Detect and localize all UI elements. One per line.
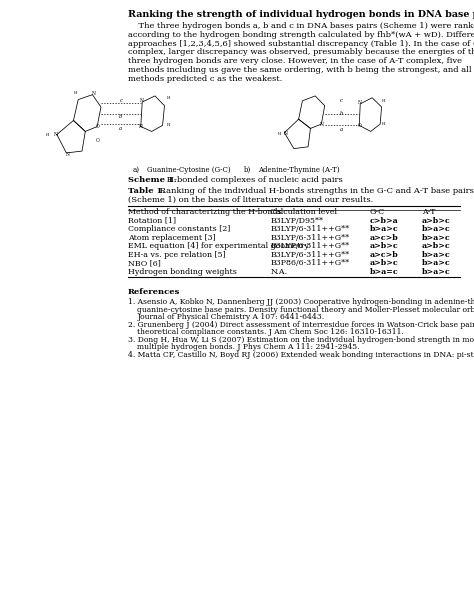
Text: b>a>c: b>a>c: [370, 225, 399, 233]
Text: 4. Matta CF, Castillo N, Boyd RJ (2006) Extended weak bonding interactions in DN: 4. Matta CF, Castillo N, Boyd RJ (2006) …: [128, 351, 474, 359]
Text: methods including us gave the same ordering, with b being the strongest, and all: methods including us gave the same order…: [128, 66, 472, 74]
Text: N: N: [319, 121, 323, 127]
Text: 3. Dong H, Hua W, Li S (2007) Estimation on the individual hydrogen-bond strengt: 3. Dong H, Hua W, Li S (2007) Estimation…: [128, 335, 474, 344]
Text: a>b>c: a>b>c: [370, 242, 399, 250]
Text: b>a>c: b>a>c: [422, 225, 451, 233]
Text: b: b: [339, 110, 343, 116]
Text: B3LYP/6-311++G**: B3LYP/6-311++G**: [270, 251, 349, 259]
Text: approaches [1,2,3,4,5,6] showed substantial discrepancy (Table 1). In the case o: approaches [1,2,3,4,5,6] showed substant…: [128, 40, 474, 48]
Text: H: H: [74, 91, 78, 96]
Text: O: O: [95, 138, 99, 143]
Text: 1. Asensio A, Kobko N, Dannenberg JJ (2003) Cooperative hydrogen-bonding in aden: 1. Asensio A, Kobko N, Dannenberg JJ (20…: [128, 298, 474, 306]
Text: N: N: [358, 100, 362, 105]
Text: Scheme 1.: Scheme 1.: [128, 175, 177, 184]
Text: N.A.: N.A.: [270, 268, 287, 276]
Text: a>b>c: a>b>c: [422, 242, 451, 250]
Text: B3P86/6-311++G**: B3P86/6-311++G**: [270, 259, 349, 267]
Text: c>b>a: c>b>a: [370, 216, 399, 224]
Text: A-T: A-T: [422, 208, 435, 216]
Text: B3LYP/6-311++G**: B3LYP/6-311++G**: [270, 225, 349, 233]
Text: guanine-cytosine base pairs. Density functional theory and Moller-Plesset molecu: guanine-cytosine base pairs. Density fun…: [137, 306, 474, 314]
Text: N: N: [66, 152, 70, 158]
Text: H: H: [166, 96, 170, 100]
Text: H: H: [382, 99, 386, 103]
Text: Ranking of the individual H-bonds strengths in the G-C and A-T base pairs: Ranking of the individual H-bonds streng…: [157, 186, 474, 194]
Text: b>a>c: b>a>c: [422, 234, 451, 242]
Text: a>b>c: a>b>c: [422, 216, 451, 224]
Text: b>a>c: b>a>c: [422, 268, 451, 276]
Text: c: c: [340, 98, 343, 104]
Text: Rotation [1]: Rotation [1]: [128, 216, 176, 224]
Text: Table 1.: Table 1.: [128, 186, 165, 194]
Text: c: c: [119, 98, 122, 104]
Text: Compliance constants [2]: Compliance constants [2]: [128, 225, 230, 233]
Text: 2. Grunenberg J (2004) Direct assessment of interresidue forces in Watson-Crick : 2. Grunenberg J (2004) Direct assessment…: [128, 321, 474, 329]
Text: N: N: [140, 98, 144, 104]
Text: N: N: [283, 131, 287, 137]
Text: N: N: [91, 91, 95, 96]
Text: G-C: G-C: [370, 208, 385, 216]
Text: B3LYP/6-311++G**: B3LYP/6-311++G**: [270, 242, 349, 250]
Text: Adenine-Thymine (A-T): Adenine-Thymine (A-T): [258, 166, 340, 173]
Text: a>c>b: a>c>b: [370, 251, 399, 259]
Text: B3LYP/D95**: B3LYP/D95**: [270, 216, 323, 224]
Text: H: H: [166, 123, 170, 128]
Text: EML equation [4] for experimental geometry: EML equation [4] for experimental geomet…: [128, 242, 309, 250]
Text: Hydrogen bonding weights: Hydrogen bonding weights: [128, 268, 237, 276]
Text: b: b: [119, 113, 123, 119]
Text: H: H: [382, 122, 386, 126]
Text: The three hydrogen bonds a, b and c in DNA bases pairs (Scheme 1) were ranked: The three hydrogen bonds a, b and c in D…: [128, 22, 474, 30]
Text: (Scheme 1) on the basis of literature data and our results.: (Scheme 1) on the basis of literature da…: [128, 196, 373, 204]
Text: b): b): [244, 166, 251, 173]
Text: References: References: [128, 288, 180, 296]
Text: H: H: [278, 132, 282, 136]
Text: Ranking the strength of individual hydrogen bonds in DNA base pairs: Ranking the strength of individual hydro…: [128, 10, 474, 19]
Text: Guanine-Cytosine (G-C): Guanine-Cytosine (G-C): [147, 166, 230, 173]
Text: Journal of Physical Chemistry A 107: 6441-6443.: Journal of Physical Chemistry A 107: 644…: [137, 313, 325, 321]
Text: H-bonded complexes of nucleic acid pairs: H-bonded complexes of nucleic acid pairs: [164, 175, 342, 184]
Text: according to the hydrogen bonding strength calculated by fhb*(wA + wD). Differen: according to the hydrogen bonding streng…: [128, 31, 474, 39]
Text: a): a): [133, 166, 140, 173]
Text: O: O: [357, 123, 361, 128]
Text: Atom replacement [3]: Atom replacement [3]: [128, 234, 216, 242]
Text: a: a: [119, 126, 122, 131]
Text: EH-a vs. pce relation [5]: EH-a vs. pce relation [5]: [128, 251, 226, 259]
Text: b>a>c: b>a>c: [422, 259, 451, 267]
Text: a>c>b: a>c>b: [370, 234, 399, 242]
Text: Method of characterizing the H-bonds: Method of characterizing the H-bonds: [128, 208, 282, 216]
Text: O: O: [95, 124, 99, 129]
Text: b>a>c: b>a>c: [422, 251, 451, 259]
Text: multiple hydrogen bonds. J Phys Chem A 111: 2941-2945.: multiple hydrogen bonds. J Phys Chem A 1…: [137, 343, 360, 351]
Text: three hydrogen bonds are very close. However, in the case of A-T complex, five: three hydrogen bonds are very close. How…: [128, 57, 462, 65]
Text: N: N: [139, 124, 143, 129]
Text: N: N: [54, 132, 57, 137]
Text: b>a=c: b>a=c: [370, 268, 399, 276]
Text: complex, larger discrepancy was observed, presumably because the energies of the: complex, larger discrepancy was observed…: [128, 48, 474, 56]
Text: B3LYP/6-311++G**: B3LYP/6-311++G**: [270, 234, 349, 242]
Text: Calculation level: Calculation level: [270, 208, 337, 216]
Text: a: a: [340, 127, 343, 132]
Text: methods predicted c as the weakest.: methods predicted c as the weakest.: [128, 75, 282, 83]
Text: NBO [6]: NBO [6]: [128, 259, 161, 267]
Text: a>b>c: a>b>c: [370, 259, 399, 267]
Text: theoretical compliance constants. J Am Chem Soc 126: 16310-16311.: theoretical compliance constants. J Am C…: [137, 328, 404, 336]
Text: H: H: [46, 132, 49, 137]
